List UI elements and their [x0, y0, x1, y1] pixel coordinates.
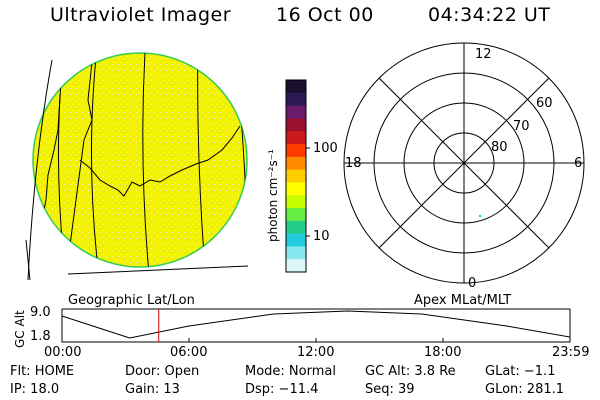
- info-gain: Gain: 13: [125, 382, 180, 397]
- timeline-plot: [61, 308, 571, 343]
- earth-disk-image: [25, 52, 249, 281]
- colorbar-segment: [286, 92, 306, 107]
- info-ip: IP: 18.0: [10, 382, 60, 397]
- altitude-curve: [61, 310, 570, 339]
- polar-label-6: 6: [574, 156, 583, 171]
- colorbar-segment: [286, 80, 306, 94]
- colorbar-tick-100: 100: [313, 141, 338, 156]
- gc-alt-axis-title: GC Alt: [13, 310, 27, 348]
- info-door: Door: Open: [125, 364, 200, 379]
- colorbar-segment: [286, 169, 306, 183]
- geographic-label: Geographic Lat/Lon: [68, 293, 195, 308]
- colorbar-frame: [285, 79, 307, 273]
- colorbar-segment: [286, 144, 306, 158]
- colorbar-segment: [286, 182, 306, 196]
- colorbar-segment: [286, 105, 306, 119]
- polar-label-0: 0: [468, 276, 477, 291]
- aurora-point: [478, 214, 482, 218]
- x-tick-2359: 23:59: [552, 345, 590, 360]
- polar-label-18: 18: [345, 156, 362, 171]
- x-tick-0000: 00:00: [44, 345, 82, 360]
- x-tick-1800: 18:00: [424, 345, 462, 360]
- polar-label-12: 12: [475, 47, 492, 62]
- polar-plot: [343, 42, 585, 284]
- colorbar-segment: [286, 118, 306, 132]
- instrument-title: Ultraviolet Imager: [50, 4, 232, 26]
- time-label: 04:34:22 UT: [428, 4, 551, 26]
- date-label: 16 Oct 00: [276, 4, 374, 26]
- colorbar-segment: [286, 259, 306, 273]
- colorbar-segment: [286, 246, 306, 260]
- colorbar-segment: [286, 156, 306, 171]
- info-mode: Mode: Normal: [245, 364, 336, 379]
- x-tick-0600: 06:00: [170, 345, 208, 360]
- info-seq: Seq: 39: [365, 382, 415, 397]
- info-dsp: Dsp: −11.4: [245, 382, 319, 397]
- polar-lat-60: 60: [536, 96, 553, 111]
- info-flt: Flt: HOME: [10, 364, 75, 379]
- colorbar-unit-label: photon cm⁻²s⁻¹: [266, 149, 280, 242]
- apex-label: Apex MLat/MLT: [414, 293, 512, 308]
- colorbar-segment: [286, 233, 306, 247]
- y-tick-1-8: 1.8: [30, 329, 51, 344]
- polar-lat-80: 80: [491, 140, 508, 155]
- colorbar-segment: [286, 208, 306, 222]
- colorbar-tick-10: 10: [313, 229, 330, 244]
- polar-lat-70: 70: [513, 119, 530, 134]
- colorbar: [285, 79, 310, 273]
- colorbar-segment: [286, 195, 306, 209]
- colorbar-segment: [286, 131, 306, 145]
- info-gcalt: GC Alt: 3.8 Re: [365, 364, 456, 379]
- info-glat: GLat: −1.1: [485, 364, 556, 379]
- info-glon: GLon: 281.1: [485, 382, 565, 397]
- y-tick-9: 9.0: [30, 305, 51, 320]
- colorbar-segment: [286, 220, 306, 235]
- x-tick-1200: 12:00: [297, 345, 335, 360]
